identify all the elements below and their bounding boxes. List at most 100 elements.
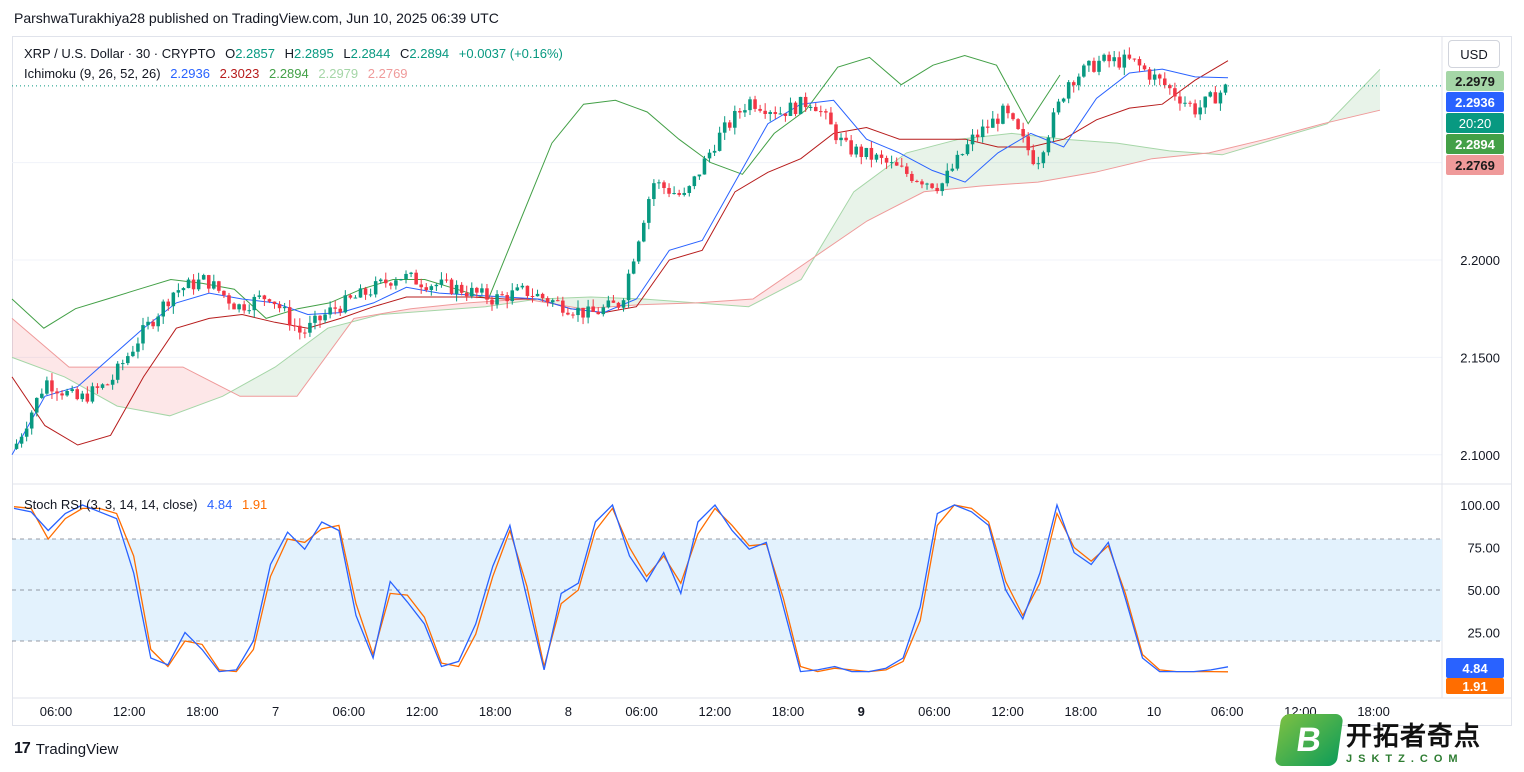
candle-body <box>849 140 853 155</box>
time-tick-label: 7 <box>272 704 279 719</box>
candle-body <box>161 301 165 317</box>
cloud-segment <box>1172 151 1176 157</box>
close-label: C <box>400 46 410 61</box>
cloud-segment <box>784 275 788 289</box>
candle-body <box>475 287 479 293</box>
cloud-segment <box>240 384 244 397</box>
candle-body <box>591 306 595 312</box>
candle-body <box>596 311 601 315</box>
main-legend: XRP / U.S. Dollar · 30 · CRYPTO O2.2857 … <box>24 46 569 61</box>
cloud-segment <box>248 379 252 397</box>
cloud-segment <box>284 357 288 397</box>
cloud-segment <box>480 301 484 308</box>
cloud-segment <box>256 375 260 397</box>
candle-body <box>930 183 934 188</box>
cloud-segment <box>40 342 44 370</box>
cloud-segment <box>572 297 576 308</box>
candle-body <box>45 380 49 394</box>
candle-body <box>1051 112 1056 138</box>
candlesticks <box>12 47 1442 450</box>
cloud-segment <box>648 299 652 305</box>
cloud-segment <box>1160 149 1164 158</box>
cloud-segment <box>1148 147 1152 160</box>
candle-body <box>136 343 140 352</box>
cloud-segment <box>500 300 504 305</box>
ichimoku-span-a-value: 2.2979 <box>318 66 359 81</box>
cloud-segment <box>992 135 996 186</box>
cloud-segment <box>976 136 980 187</box>
candle-body <box>641 222 646 242</box>
candle-body <box>803 96 808 108</box>
open-label: O <box>225 46 236 61</box>
candle-body <box>1132 58 1137 60</box>
candle-body <box>378 279 383 282</box>
cloud-segment <box>208 379 212 402</box>
high-label: H <box>284 46 294 61</box>
cloud-segment <box>452 304 456 310</box>
candle-body <box>166 301 171 307</box>
tenkan-price-tag: 2.2936 <box>1446 92 1504 112</box>
candle-body <box>206 275 211 289</box>
candle-body <box>196 279 201 290</box>
cloud-segment <box>788 272 792 287</box>
candle-body <box>1173 88 1177 97</box>
cloud-segment <box>1364 81 1368 114</box>
candle-body <box>95 386 100 388</box>
cloud-segment <box>444 304 448 310</box>
candle-body <box>738 110 742 113</box>
cloud-segment <box>1336 110 1340 121</box>
cloud-segment <box>1116 143 1120 168</box>
candle-body <box>773 112 778 115</box>
cloud-segment <box>1064 139 1068 178</box>
cloud-segment <box>1124 144 1128 166</box>
candle-body <box>409 272 413 274</box>
cloud-segment <box>1228 147 1232 154</box>
candle-body <box>824 111 828 113</box>
cloud-segment <box>236 386 240 397</box>
candle-body <box>454 284 459 294</box>
cloud-segment <box>1344 102 1348 119</box>
cloud-segment <box>20 325 24 362</box>
candle-body <box>394 280 398 286</box>
main-gridlines <box>12 36 1512 699</box>
cloud-segment <box>244 382 248 397</box>
cloud-segment <box>1092 141 1096 173</box>
candle-body <box>287 307 292 326</box>
cloud-segment <box>468 302 472 309</box>
candle-body <box>1168 85 1172 89</box>
cloud-segment <box>716 301 720 305</box>
cloud-segment <box>164 367 168 416</box>
cloud-segment <box>748 299 752 307</box>
candle-body <box>1001 105 1005 124</box>
cloud-segment <box>1108 142 1112 170</box>
cloud-segment <box>88 367 92 393</box>
candle-body <box>864 147 869 158</box>
cloud-segment <box>1084 140 1088 175</box>
cloud-segment <box>596 297 600 308</box>
cloud-segment <box>332 326 336 349</box>
stoch-d-price-tag: 1.91 <box>1446 678 1504 694</box>
chikou-span-line <box>11 54 1061 329</box>
cloud-segment <box>1168 150 1172 158</box>
candle-body <box>1183 102 1187 104</box>
candle-body <box>1046 137 1051 153</box>
candle-body <box>100 384 105 388</box>
cloud-segment <box>1096 141 1100 173</box>
ichimoku-kijun-value: 2.3023 <box>219 66 260 81</box>
candle-body <box>257 295 262 297</box>
cloud-segment <box>56 356 60 376</box>
candle-body <box>915 180 919 182</box>
candle-body <box>505 295 509 302</box>
time-tick-label: 06:00 <box>333 704 366 719</box>
cloud-segment <box>264 371 268 397</box>
candle-body <box>262 295 267 300</box>
candle-body <box>1193 103 1197 115</box>
candle-body <box>232 303 236 310</box>
candle-body <box>561 300 565 313</box>
tradingview-logo[interactable]: 17 TradingView <box>14 740 118 758</box>
candle-body <box>1137 59 1142 66</box>
currency-button[interactable]: USD <box>1448 40 1500 68</box>
cloud-segment <box>796 266 800 283</box>
candle-body <box>970 134 975 145</box>
